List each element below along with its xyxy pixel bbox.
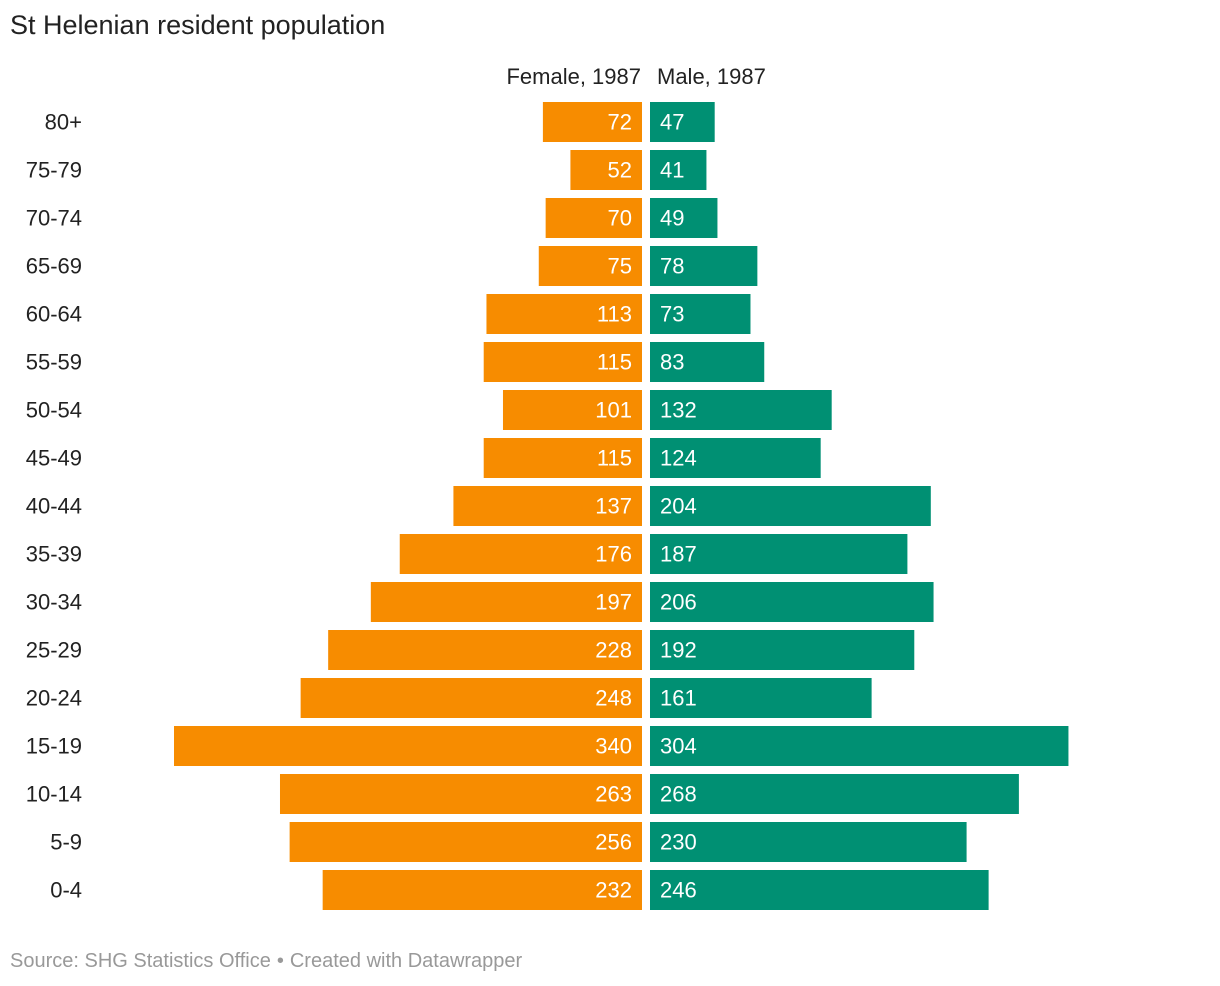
category-label: 45-49 <box>26 446 82 471</box>
chart-footer: Source: SHG Statistics Office • Created wi… <box>10 950 522 973</box>
male-bar <box>650 486 931 526</box>
female-value-label: 113 <box>597 302 632 327</box>
category-label: 0-4 <box>50 878 82 903</box>
category-label: 80+ <box>45 110 82 135</box>
female-bar <box>279 774 642 814</box>
female-value-label: 101 <box>595 398 632 423</box>
male-value-label: 73 <box>660 302 684 327</box>
category-label: 55-59 <box>26 350 82 375</box>
legend-male: Male, 1987 <box>657 64 766 89</box>
female-bar <box>399 534 642 574</box>
male-bar <box>650 582 934 622</box>
male-bar <box>650 198 718 238</box>
female-bar <box>502 390 642 430</box>
male-value-label: 83 <box>660 350 684 375</box>
male-bar <box>650 870 989 910</box>
female-bar <box>483 342 642 382</box>
female-bar <box>289 822 642 862</box>
male-bar <box>650 150 707 190</box>
female-bar <box>538 246 642 286</box>
male-bar <box>650 774 1019 814</box>
category-label: 60-64 <box>26 302 82 327</box>
source-note: Source: SHG Statistics Office <box>10 950 271 972</box>
male-value-label: 206 <box>660 590 697 615</box>
female-value-label: 115 <box>597 350 632 375</box>
male-value-label: 204 <box>660 494 697 519</box>
female-bar <box>322 870 642 910</box>
male-value-label: 192 <box>660 638 697 663</box>
category-label: 40-44 <box>26 494 82 519</box>
category-label: 65-69 <box>26 254 82 279</box>
credit-note: Created with Datawrapper <box>289 950 523 972</box>
male-value-label: 246 <box>660 878 697 903</box>
male-value-label: 47 <box>660 110 684 135</box>
female-value-label: 228 <box>595 638 632 663</box>
female-value-label: 72 <box>608 110 632 135</box>
female-value-label: 197 <box>595 590 632 615</box>
male-bar <box>650 342 765 382</box>
female-value-label: 137 <box>595 494 632 519</box>
female-bar <box>453 486 642 526</box>
category-label: 50-54 <box>26 398 82 423</box>
male-bar <box>650 822 967 862</box>
category-label: 5-9 <box>50 830 82 855</box>
male-value-label: 49 <box>660 206 684 231</box>
male-bar <box>650 534 908 574</box>
male-value-label: 78 <box>660 254 684 279</box>
female-bar <box>370 582 642 622</box>
female-value-label: 232 <box>595 878 632 903</box>
female-value-label: 70 <box>608 206 632 231</box>
female-bar <box>486 294 642 334</box>
female-value-label: 256 <box>595 830 632 855</box>
male-value-label: 132 <box>660 398 697 423</box>
female-value-label: 340 <box>595 734 632 759</box>
female-value-label: 52 <box>608 158 632 183</box>
female-bar <box>300 678 642 718</box>
female-value-label: 75 <box>608 254 632 279</box>
category-label: 20-24 <box>26 686 82 711</box>
female-bar <box>483 438 642 478</box>
category-label: 70-74 <box>26 206 82 231</box>
male-value-label: 230 <box>660 830 697 855</box>
category-label: 30-34 <box>26 590 82 615</box>
male-bar <box>650 294 751 334</box>
category-label: 25-29 <box>26 638 82 663</box>
male-value-label: 304 <box>660 734 697 759</box>
female-bar <box>542 102 642 142</box>
male-bar <box>650 630 915 670</box>
male-value-label: 124 <box>660 446 697 471</box>
male-value-label: 187 <box>660 542 697 567</box>
female-value-label: 176 <box>595 542 632 567</box>
male-bar <box>650 390 832 430</box>
female-value-label: 248 <box>595 686 632 711</box>
male-value-label: 161 <box>660 686 697 711</box>
category-label: 15-19 <box>26 734 82 759</box>
legend-female: Female, 1987 <box>506 64 641 89</box>
male-bar <box>650 438 821 478</box>
female-bar <box>328 630 642 670</box>
female-bar <box>570 150 642 190</box>
male-bar <box>650 102 715 142</box>
category-label: 75-79 <box>26 158 82 183</box>
female-value-label: 115 <box>597 446 632 471</box>
female-bar <box>174 726 642 766</box>
male-value-label: 41 <box>660 158 684 183</box>
female-value-label: 263 <box>595 782 632 807</box>
male-bar <box>650 246 758 286</box>
male-value-label: 268 <box>660 782 697 807</box>
male-bar <box>650 678 872 718</box>
footer-separator: • <box>276 950 284 972</box>
chart-title: St Helenian resident population <box>10 10 386 40</box>
male-bar <box>650 726 1069 766</box>
female-bar <box>545 198 642 238</box>
category-label: 10-14 <box>26 782 82 807</box>
category-label: 35-39 <box>26 542 82 567</box>
